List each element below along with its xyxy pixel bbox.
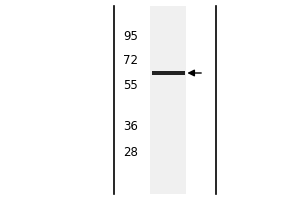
Text: 36: 36 bbox=[123, 119, 138, 132]
Bar bbox=[150, 6, 186, 194]
Text: 55: 55 bbox=[123, 79, 138, 92]
Text: 72: 72 bbox=[123, 53, 138, 66]
Bar bbox=[152, 71, 184, 75]
Text: 95: 95 bbox=[123, 29, 138, 43]
Text: 28: 28 bbox=[123, 146, 138, 160]
